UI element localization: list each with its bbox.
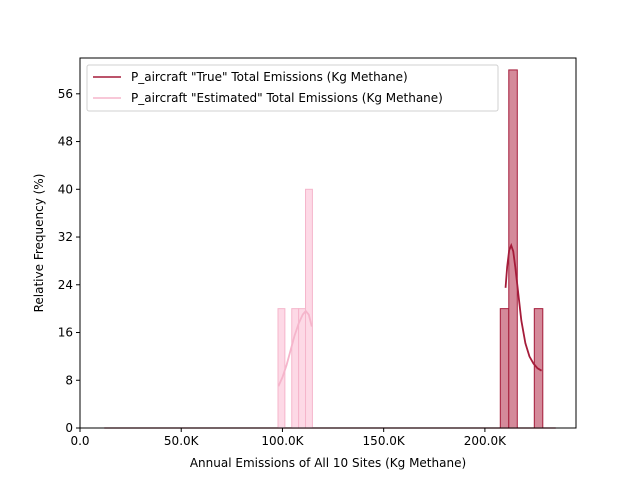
x-tick-label-0: 0.0	[70, 434, 89, 448]
x-axis: 0.0 50.0K 100.0K 150.0K 200.0K	[70, 428, 507, 448]
plot-area	[104, 69, 556, 429]
bar-estimated-3	[298, 308, 307, 429]
kde-line-true	[504, 242, 543, 372]
x-axis-label: Annual Emissions of All 10 Sites (Kg Met…	[190, 456, 466, 470]
y-tick-label-4: 32	[58, 230, 73, 244]
x-tick-label-4: 200.0K	[464, 434, 507, 448]
bar-estimated-4	[305, 188, 313, 429]
y-tick-label-5: 40	[58, 182, 73, 196]
kde-line-estimated	[277, 309, 313, 387]
y-tick-label-0: 0	[65, 421, 73, 435]
plot-frame	[79, 57, 577, 429]
legend-box	[86, 64, 499, 112]
y-tick-label-1: 8	[65, 373, 73, 387]
bar-estimated-0	[277, 308, 286, 429]
y-axis: 0 8 16 24 32 40 48 56	[58, 87, 80, 435]
x-tick-label-2: 100.0K	[261, 434, 304, 448]
x-tick-label-1: 50.0K	[164, 434, 200, 448]
y-tick-label-2: 16	[58, 326, 73, 340]
y-axis-label: Relative Frequency (%)	[32, 174, 46, 313]
y-tick-label-3: 24	[58, 278, 73, 292]
y-tick-label-7: 56	[58, 87, 73, 101]
legend-label-true: P_aircraft "True" Total Emissions (Kg Me…	[131, 70, 408, 84]
legend: P_aircraft "True" Total Emissions (Kg Me…	[86, 64, 499, 112]
y-tick-label-6: 48	[58, 135, 73, 149]
legend-label-estimated: P_aircraft "Estimated" Total Emissions (…	[131, 91, 443, 105]
bar-true-0	[499, 308, 510, 429]
x-tick-label-3: 150.0K	[363, 434, 406, 448]
